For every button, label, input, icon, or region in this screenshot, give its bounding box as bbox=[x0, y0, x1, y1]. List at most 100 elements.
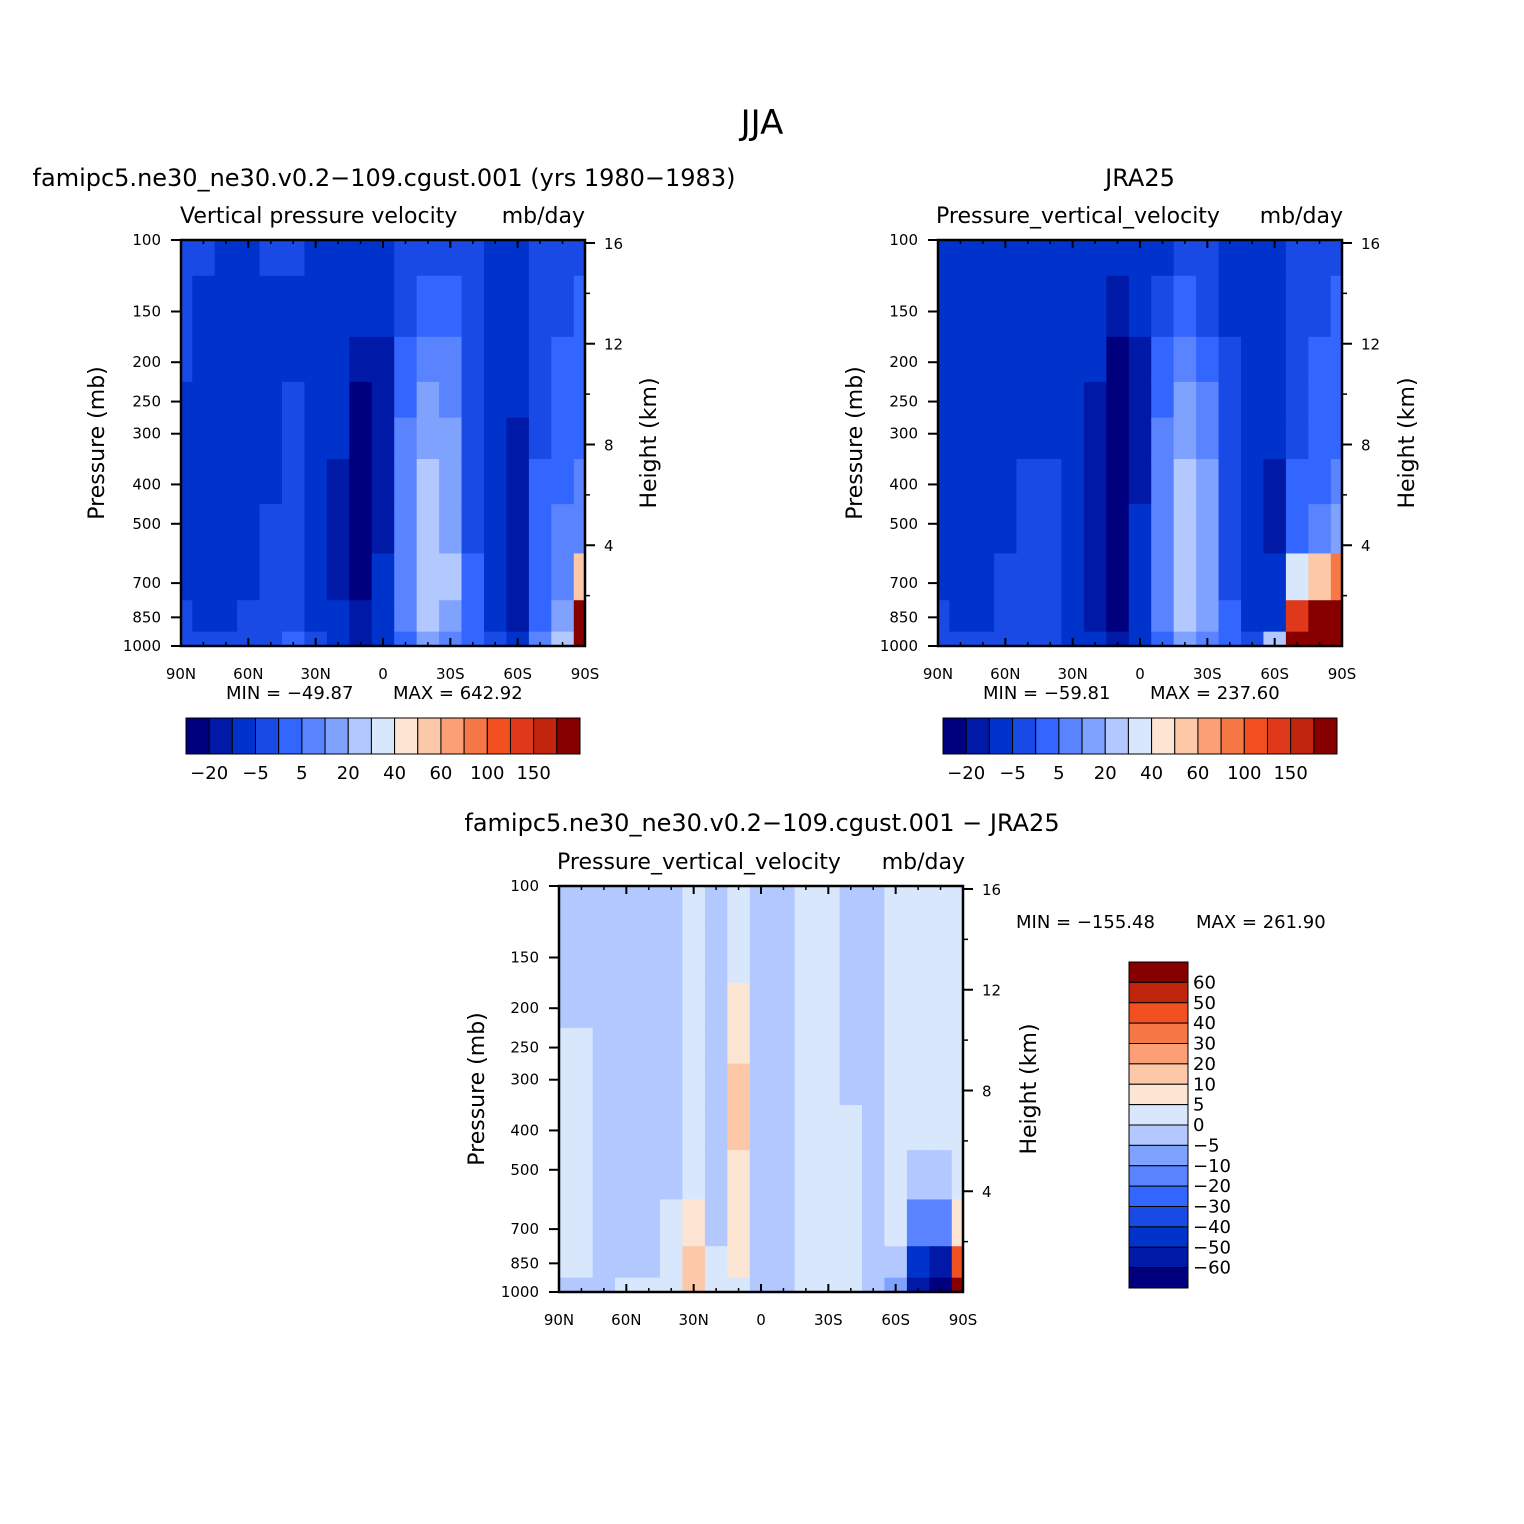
obs-cell bbox=[1196, 553, 1220, 601]
obs-cell bbox=[1083, 459, 1107, 505]
diff-cell bbox=[704, 886, 728, 923]
diff-cell bbox=[929, 1105, 953, 1151]
obs-cell bbox=[1151, 504, 1175, 555]
diff-cell bbox=[570, 921, 594, 984]
diff-colorbar-label: 0 bbox=[1193, 1115, 1204, 1136]
obs-cell bbox=[938, 600, 950, 633]
panel-diff-ylabel-right: Height (km) bbox=[1017, 1023, 1042, 1154]
model-cell bbox=[181, 240, 193, 277]
model-cell bbox=[551, 600, 575, 633]
obs-cell bbox=[1173, 417, 1197, 460]
diff-cell bbox=[570, 1105, 594, 1151]
obs-cell bbox=[1039, 553, 1063, 601]
model-cell bbox=[237, 459, 261, 505]
panel-model-colorbar: −20 −5 5 20 40 60 100 150 bbox=[185, 717, 581, 784]
diff-cell bbox=[570, 982, 594, 1029]
obs-cell bbox=[1330, 417, 1342, 460]
diff-cell bbox=[592, 982, 616, 1029]
diff-cell bbox=[749, 1105, 773, 1151]
diff-cell bbox=[660, 1105, 684, 1151]
obs-cell bbox=[1241, 381, 1265, 419]
diff-cell bbox=[615, 1027, 639, 1065]
model-cell bbox=[439, 240, 463, 277]
diff-cell bbox=[592, 1199, 616, 1247]
model-cell bbox=[439, 504, 463, 555]
diff-colorbar-label: −50 bbox=[1193, 1237, 1231, 1258]
model-cell bbox=[349, 631, 373, 646]
obs-colorbar-box bbox=[1058, 717, 1083, 755]
obs-cell bbox=[1083, 336, 1107, 383]
obs-cell bbox=[994, 504, 1018, 555]
diff-cell bbox=[570, 1150, 594, 1201]
obs-cell bbox=[949, 459, 973, 505]
obs-cell bbox=[1039, 417, 1063, 460]
panel-obs-max: MAX = 237.60 bbox=[1150, 683, 1280, 704]
obs-cell bbox=[1218, 417, 1242, 460]
model-cell bbox=[394, 275, 418, 338]
panel-diff-variable: Pressure_vertical_velocity bbox=[557, 850, 841, 875]
obs-cell bbox=[1218, 631, 1242, 646]
diff-ytick-label: 400 bbox=[510, 1121, 539, 1139]
obs-colorbar-box bbox=[988, 717, 1014, 755]
diff-cell bbox=[951, 982, 963, 1029]
diff-ytick-label: 150 bbox=[510, 948, 539, 966]
model-cell bbox=[181, 381, 193, 419]
diff-cell bbox=[884, 1150, 908, 1201]
diff-colorbar-box bbox=[1128, 1226, 1189, 1248]
model-cell bbox=[439, 275, 463, 338]
obs-cell bbox=[1196, 459, 1220, 505]
diff-colorbar-label: −30 bbox=[1193, 1197, 1231, 1218]
model-cell bbox=[528, 275, 552, 338]
obs-cell bbox=[1039, 240, 1063, 277]
model-cell bbox=[326, 553, 350, 601]
model-cell bbox=[371, 553, 395, 601]
diff-cell bbox=[749, 886, 773, 923]
model-cell bbox=[282, 504, 306, 555]
obs-cell bbox=[1173, 240, 1197, 277]
model-ytick-label: 500 bbox=[132, 515, 161, 533]
obs-cell bbox=[949, 336, 973, 383]
obs-colorbar-box bbox=[1313, 717, 1338, 755]
obs-cell bbox=[1196, 504, 1220, 555]
model-cell bbox=[484, 240, 508, 277]
diff-cell bbox=[704, 1063, 728, 1106]
model-cell bbox=[573, 336, 585, 383]
diff-colorbar-box bbox=[1128, 1002, 1189, 1024]
diff-cell bbox=[704, 1027, 728, 1065]
obs-cell bbox=[938, 417, 950, 460]
obs-cell bbox=[1128, 275, 1152, 338]
obs-cell bbox=[1173, 381, 1197, 419]
diff-cell bbox=[839, 1063, 863, 1106]
panel-model-plot: 90N 60N 30N 0 30S 60S 90S 100 150 200 250 300 400 500… bbox=[123, 231, 623, 683]
diff-colorbar-box bbox=[1128, 1267, 1189, 1289]
obs-ytick-label: 400 bbox=[889, 475, 918, 493]
panel-obs-ylabel: Pressure (mb) bbox=[843, 366, 868, 520]
obs-colorbar-label: −20 bbox=[947, 763, 985, 784]
model-cell bbox=[461, 240, 485, 277]
obs-cell bbox=[1061, 553, 1085, 601]
diff-cell bbox=[794, 1277, 818, 1292]
diff-cell bbox=[660, 1063, 684, 1106]
obs-cell bbox=[1241, 631, 1265, 646]
diff-cell bbox=[615, 1150, 639, 1201]
diff-cell bbox=[906, 1199, 930, 1247]
obs-cell bbox=[1016, 381, 1040, 419]
panel-model-title: famipc5.ne30_ne30.v0.2−109.cgust.001 (yr… bbox=[33, 164, 736, 192]
obs-cell bbox=[1039, 336, 1063, 383]
diff-cell bbox=[660, 886, 684, 923]
obs-cell bbox=[1285, 417, 1309, 460]
obs-cell bbox=[971, 459, 995, 505]
model-cell bbox=[371, 417, 395, 460]
diff-cell bbox=[817, 1246, 841, 1279]
obs-colorbar-label: 60 bbox=[1186, 763, 1209, 784]
model-cell bbox=[326, 336, 350, 383]
diff-cell bbox=[906, 886, 930, 923]
diff-cell bbox=[951, 886, 963, 923]
obs-cell bbox=[1263, 275, 1287, 338]
obs-cell bbox=[971, 336, 995, 383]
obs-cell bbox=[1241, 275, 1265, 338]
model-cell bbox=[573, 240, 585, 277]
model-cell bbox=[484, 504, 508, 555]
diff-cell bbox=[727, 921, 751, 984]
panel-diff-max: MAX = 261.90 bbox=[1196, 912, 1326, 933]
